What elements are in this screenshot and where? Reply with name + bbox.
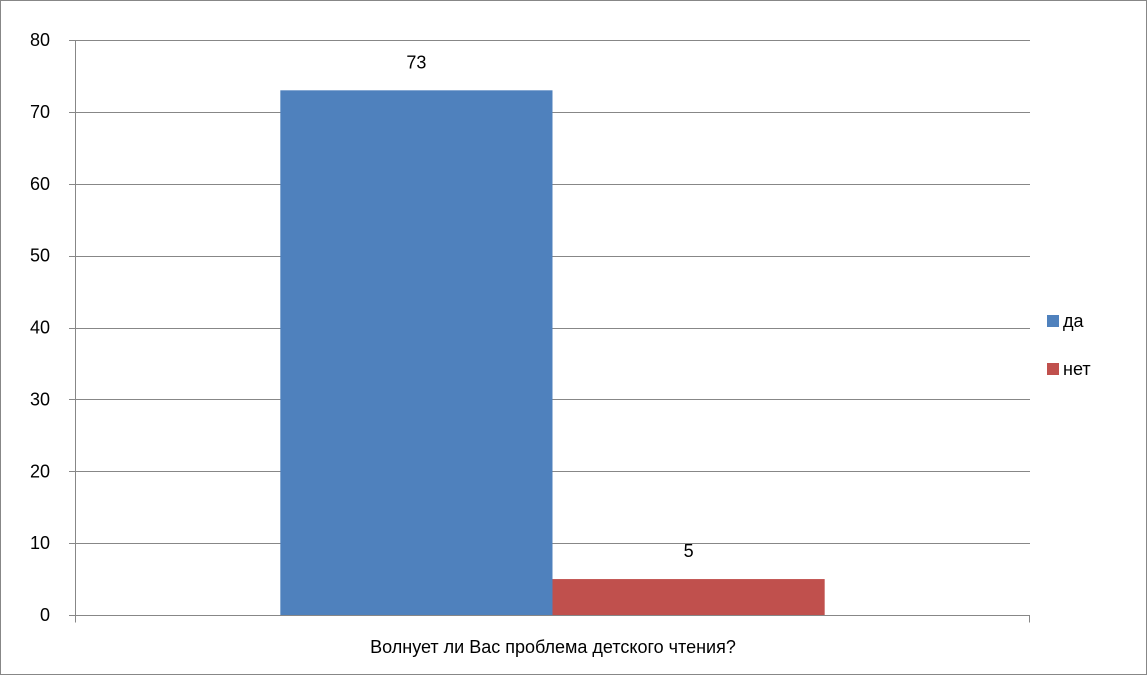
data-label: 73 xyxy=(406,52,426,72)
legend-label: нет xyxy=(1063,359,1091,379)
legend: да нет xyxy=(1047,311,1091,379)
y-tick-label: 40 xyxy=(30,318,50,338)
legend-label: да xyxy=(1063,311,1085,331)
y-tick-label: 10 xyxy=(30,533,50,553)
data-label: 5 xyxy=(684,541,694,561)
y-tick-label: 30 xyxy=(30,389,50,409)
bar-yes xyxy=(280,90,553,615)
bars xyxy=(280,90,825,615)
y-tick-label: 60 xyxy=(30,174,50,194)
y-tick-label: 70 xyxy=(30,102,50,122)
y-tick-label: 80 xyxy=(30,30,50,50)
y-tick-labels: 0 10 20 30 40 50 60 70 80 xyxy=(30,30,50,625)
data-labels: 73 5 xyxy=(406,52,693,561)
x-category-label: Волнует ли Вас проблема детского чтения? xyxy=(370,637,736,657)
legend-swatch xyxy=(1047,363,1059,375)
y-tick-label: 50 xyxy=(30,246,50,266)
legend-swatch xyxy=(1047,315,1059,327)
axes xyxy=(69,40,1030,623)
y-tick-label: 20 xyxy=(30,461,50,481)
y-tick-label: 0 xyxy=(40,605,50,625)
bar-no xyxy=(552,579,825,615)
